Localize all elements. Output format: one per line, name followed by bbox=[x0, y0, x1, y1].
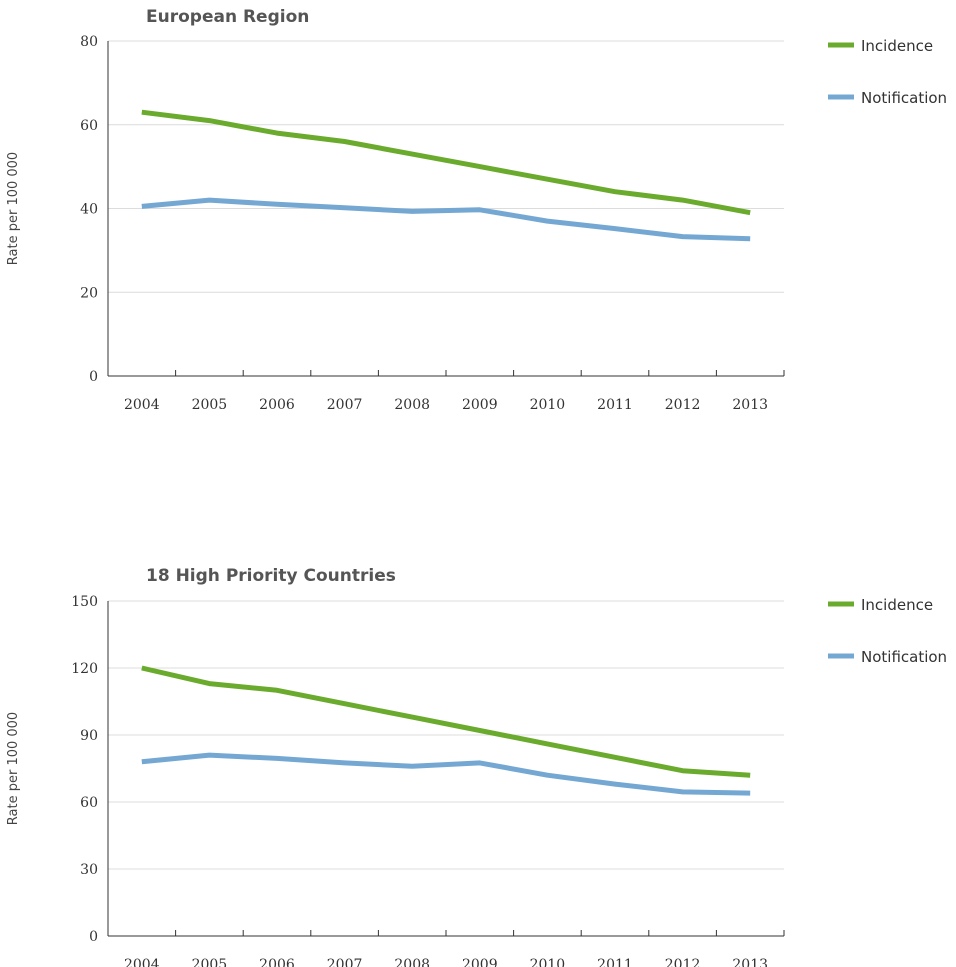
x-tick-label: 2005 bbox=[192, 397, 228, 413]
chart-european-region: European Region 0 20 40 60 80 2004 2005 2006 2007… bbox=[0, 0, 956, 420]
x-tick-label: 2005 bbox=[192, 957, 228, 967]
chart-european-region-svg: European Region 0 20 40 60 80 2004 2005 2006 2007… bbox=[6, 7, 947, 413]
y-axis-label: Rate per 100 000 bbox=[6, 712, 21, 825]
y-tick-label: 0 bbox=[89, 929, 98, 945]
x-tick-label: 2004 bbox=[124, 397, 160, 413]
x-tick-label: 2009 bbox=[462, 957, 498, 967]
legend-label-notification: Notification bbox=[861, 648, 947, 666]
x-tick-label: 2011 bbox=[597, 957, 633, 967]
legend-label-notification: Notification bbox=[861, 89, 947, 107]
x-tick-label: 2004 bbox=[124, 957, 160, 967]
y-tick-label: 40 bbox=[80, 202, 98, 218]
y-tick-label: 30 bbox=[80, 862, 98, 878]
series-line-notification bbox=[141, 752, 751, 796]
series-line-incidence bbox=[141, 665, 751, 778]
x-tick-label: 2007 bbox=[327, 957, 363, 967]
y-tick-label: 90 bbox=[80, 728, 98, 744]
x-tick-label: 2010 bbox=[530, 957, 566, 967]
x-tick-label: 2013 bbox=[732, 957, 768, 967]
x-tick-label: 2008 bbox=[394, 397, 430, 413]
y-tick-label: 120 bbox=[71, 661, 98, 677]
y-tick-label: 80 bbox=[80, 34, 98, 50]
y-axis-label: Rate per 100 000 bbox=[6, 152, 21, 265]
legend-label-incidence: Incidence bbox=[861, 596, 933, 614]
chart-high-priority-countries: 18 High Priority Countries 0 30 60 90 120 150 2… bbox=[0, 560, 956, 967]
series-line-incidence bbox=[141, 109, 751, 216]
y-tick-label: 60 bbox=[80, 795, 98, 811]
legend-label-incidence: Incidence bbox=[861, 37, 933, 55]
x-tick-label: 2006 bbox=[259, 397, 295, 413]
x-tick-label: 2012 bbox=[665, 397, 701, 413]
y-tick-label: 150 bbox=[71, 594, 98, 610]
x-tick-label: 2013 bbox=[732, 397, 768, 413]
chart-title: European Region bbox=[146, 7, 309, 27]
x-tick-label: 2012 bbox=[665, 957, 701, 967]
chart-high-priority-countries-svg: 18 High Priority Countries 0 30 60 90 120 150 2… bbox=[6, 566, 947, 967]
x-tick-label: 2006 bbox=[259, 957, 295, 967]
y-tick-label: 60 bbox=[80, 118, 98, 134]
y-tick-label: 20 bbox=[80, 285, 98, 301]
series-line-notification bbox=[141, 197, 751, 242]
x-tick-label: 2009 bbox=[462, 397, 498, 413]
x-tick-label: 2010 bbox=[530, 397, 566, 413]
x-tick-label: 2008 bbox=[394, 957, 430, 967]
x-tick-label: 2007 bbox=[327, 397, 363, 413]
y-tick-label: 0 bbox=[89, 369, 98, 385]
x-tick-label: 2011 bbox=[597, 397, 633, 413]
chart-title: 18 High Priority Countries bbox=[146, 566, 396, 586]
